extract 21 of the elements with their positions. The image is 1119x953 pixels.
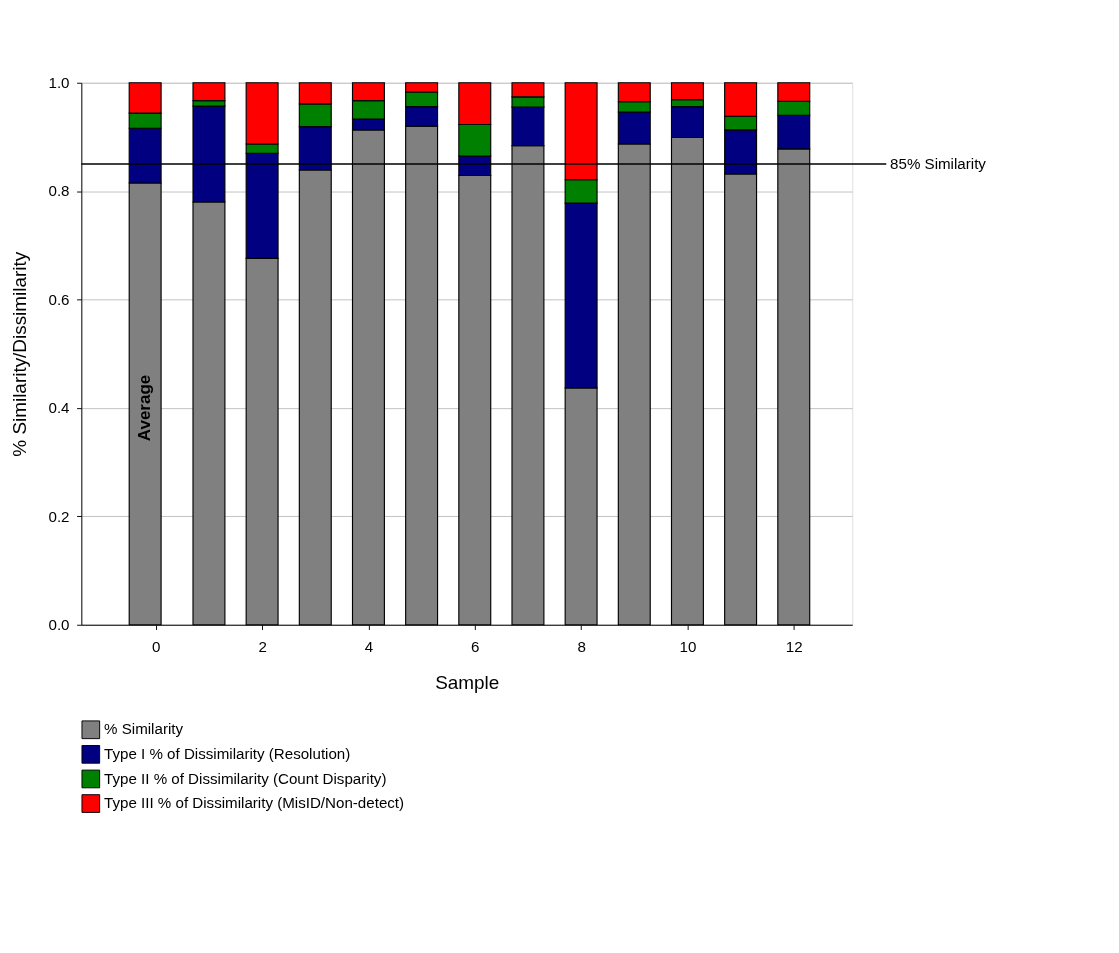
x-tick-label: 0 (152, 637, 161, 655)
x-tick-label: 4 (364, 637, 374, 655)
legend-label: Type I % of Dissimilarity (Resolution) (104, 745, 351, 763)
ref-line-label: 85% Similarity (890, 154, 987, 172)
x-tick-label: 12 (785, 637, 803, 655)
x-axis-title: Sample (435, 671, 500, 693)
x-tick-label: 6 (471, 637, 480, 655)
x-tick-label: 2 (258, 637, 267, 655)
legend-label: Type II % of Dissimilarity (Count Disparity) (104, 769, 387, 787)
x-tick-label: 8 (577, 637, 586, 655)
y-tick-label: 0.6 (48, 290, 70, 308)
legend-label: Type III % of Dissimilarity (MisID/Non-detect) (104, 794, 405, 812)
y-tick-label: 0.4 (48, 399, 70, 417)
y-tick-label: 0.8 (48, 182, 70, 200)
y-axis-title: % Similarity/Dissimilarity (8, 251, 30, 457)
legend-label: % Similarity (104, 720, 184, 738)
y-tick-label: 0.0 (48, 615, 70, 633)
y-tick-label: 1.0 (48, 73, 70, 91)
annotation: Average (134, 374, 154, 442)
x-tick-label: 10 (679, 637, 697, 655)
y-tick-label: 0.2 (48, 507, 70, 525)
